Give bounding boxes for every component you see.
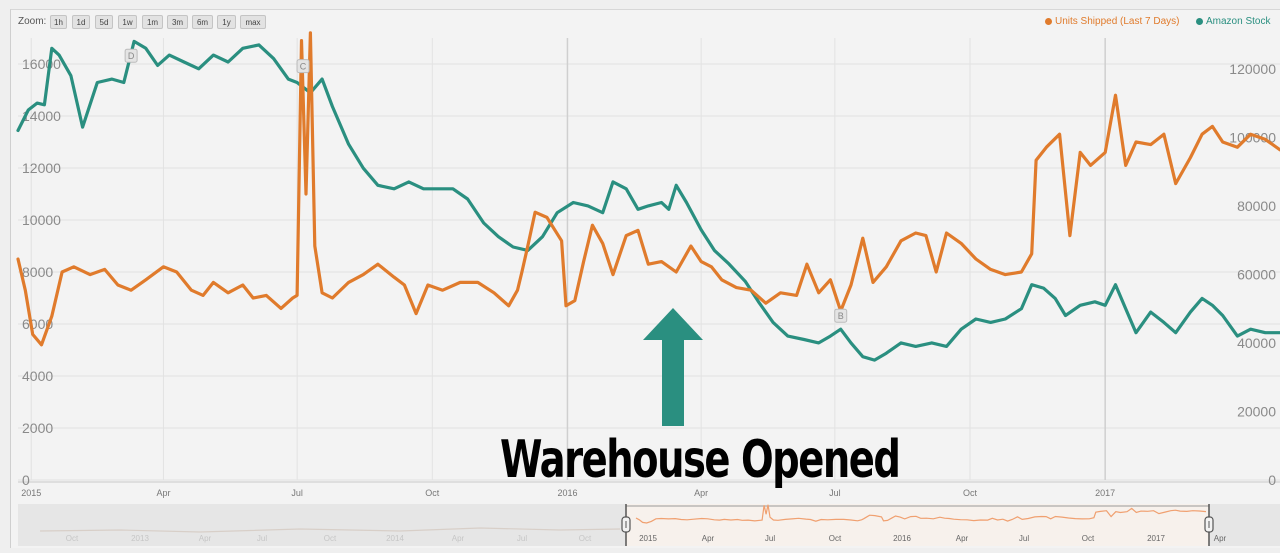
navigator-label: Apr bbox=[1214, 534, 1227, 543]
zoom-1d-button[interactable]: 1d bbox=[72, 15, 90, 29]
flag-marker-box bbox=[296, 59, 310, 74]
legend-dot-icon bbox=[1045, 17, 1052, 25]
x-tick-label: Apr bbox=[694, 488, 708, 498]
navigator-label: Jul bbox=[765, 534, 775, 543]
navigator-dim-label: Oct bbox=[579, 534, 592, 543]
flag-marker-box bbox=[834, 308, 848, 323]
up-arrow-icon bbox=[643, 308, 703, 426]
navigator-selection bbox=[626, 504, 1209, 546]
flag-marker[interactable]: C bbox=[296, 59, 310, 74]
navigator-dim-label: Apr bbox=[199, 534, 212, 543]
y-right-tick-label: 20000 bbox=[1237, 403, 1276, 419]
flag-marker-label: C bbox=[300, 62, 307, 72]
series-lines bbox=[16, 31, 1280, 362]
navigator-dim-label: 2013 bbox=[131, 534, 149, 543]
navigator-label: Oct bbox=[1082, 534, 1095, 543]
zoom-1y-button[interactable]: 1y bbox=[217, 15, 236, 29]
y-left-tick-label: 10000 bbox=[22, 212, 61, 228]
zoom-1m-button[interactable]: 1m bbox=[142, 15, 163, 29]
zoom-1h-button[interactable]: 1h bbox=[50, 15, 67, 29]
x-axis: 2015 Apr Jul Oct 2016 Apr Jul Oct 2017 bbox=[21, 488, 1115, 498]
y-right-tick-label: 100000 bbox=[1229, 129, 1276, 145]
navigator-dim-label: 2014 bbox=[386, 534, 404, 543]
navigator-label: Oct bbox=[829, 534, 842, 543]
legend-label: Amazon Stock bbox=[1206, 16, 1271, 27]
legend-item-amazon-stock[interactable]: Amazon Stock bbox=[1196, 16, 1270, 27]
legend-label: Units Shipped (Last 7 Days) bbox=[1055, 16, 1180, 27]
zoom-6m-button[interactable]: 6m bbox=[192, 15, 213, 29]
zoom-max-button[interactable]: max bbox=[240, 15, 266, 29]
navigator-dim-label: Apr bbox=[452, 534, 465, 543]
navigator-label: 2016 bbox=[893, 534, 911, 543]
zoom-3m-button[interactable]: 3m bbox=[167, 15, 188, 29]
y-left-tick-label: 8000 bbox=[22, 264, 53, 280]
navigator[interactable]: Oct 2013 Apr Jul Oct 2014 Apr Jul Oct 2015 Apr Jul O… bbox=[18, 504, 1280, 546]
y-right-tick-label: 0 bbox=[1268, 472, 1276, 488]
navigator-dim-label: Oct bbox=[66, 534, 79, 543]
grid bbox=[18, 38, 1280, 483]
x-tick-label: Oct bbox=[963, 488, 978, 498]
navigator-left-handle[interactable] bbox=[621, 504, 631, 546]
navigator-label: 2017 bbox=[1147, 534, 1165, 543]
y-left-tick-label: 4000 bbox=[22, 368, 53, 384]
legend-dot-icon bbox=[1196, 17, 1203, 25]
amazon-stock-line bbox=[16, 39, 1280, 362]
x-tick-label: Jul bbox=[829, 488, 841, 498]
y-left-tick-label: 2000 bbox=[22, 420, 53, 436]
x-tick-label: 2016 bbox=[557, 488, 577, 498]
y-left-tick-label: 16000 bbox=[22, 56, 61, 72]
navigator-label: Jul bbox=[1019, 534, 1029, 543]
zoom-label: Zoom: bbox=[18, 16, 47, 27]
units-shipped-line bbox=[16, 31, 1280, 347]
y-left-tick-label: 0 bbox=[22, 472, 30, 488]
x-tick-label: Oct bbox=[425, 488, 440, 498]
legend-item-units-shipped[interactable]: Units Shipped (Last 7 Days) bbox=[1045, 16, 1180, 27]
flag-marker[interactable]: D bbox=[124, 48, 138, 63]
x-tick-label: Apr bbox=[156, 488, 170, 498]
y-right-tick-label: 60000 bbox=[1237, 266, 1276, 282]
y-right-tick-label: 40000 bbox=[1237, 335, 1276, 351]
y-left-tick-label: 12000 bbox=[22, 160, 61, 176]
navigator-label: Apr bbox=[702, 534, 715, 543]
x-tick-label: Jul bbox=[291, 488, 303, 498]
x-tick-label: 2015 bbox=[21, 488, 41, 498]
navigator-label: Apr bbox=[956, 534, 969, 543]
flag-marker-label: B bbox=[838, 311, 844, 321]
flag-marker-label: D bbox=[128, 51, 135, 61]
navigator-history-line bbox=[39, 527, 621, 533]
navigator-dim-label: Jul bbox=[257, 534, 267, 543]
x-tick-label: 2017 bbox=[1095, 488, 1115, 498]
y-axis-right: 0 20000 40000 60000 80000 100000 120000 bbox=[1229, 61, 1276, 488]
y-left-tick-label: 14000 bbox=[22, 108, 61, 124]
flag-marker[interactable]: B bbox=[834, 308, 848, 323]
flag-markers: D C B bbox=[124, 48, 848, 323]
warehouse-opened-annotation: Warehouse Opened bbox=[500, 430, 901, 490]
y-right-tick-label: 120000 bbox=[1229, 61, 1276, 77]
navigator-dim-label: Oct bbox=[324, 534, 337, 543]
navigator-series-line bbox=[635, 504, 1207, 524]
chart-container bbox=[10, 9, 1280, 548]
zoom-1w-button[interactable]: 1w bbox=[118, 15, 137, 29]
y-right-tick-label: 80000 bbox=[1237, 198, 1276, 214]
flag-marker-box bbox=[124, 48, 138, 63]
navigator-right-handle[interactable] bbox=[1204, 504, 1214, 546]
zoom-5d-button[interactable]: 5d bbox=[95, 15, 113, 29]
navigator-label: 2015 bbox=[639, 534, 657, 543]
navigator-dim-label: Jul bbox=[517, 534, 527, 543]
